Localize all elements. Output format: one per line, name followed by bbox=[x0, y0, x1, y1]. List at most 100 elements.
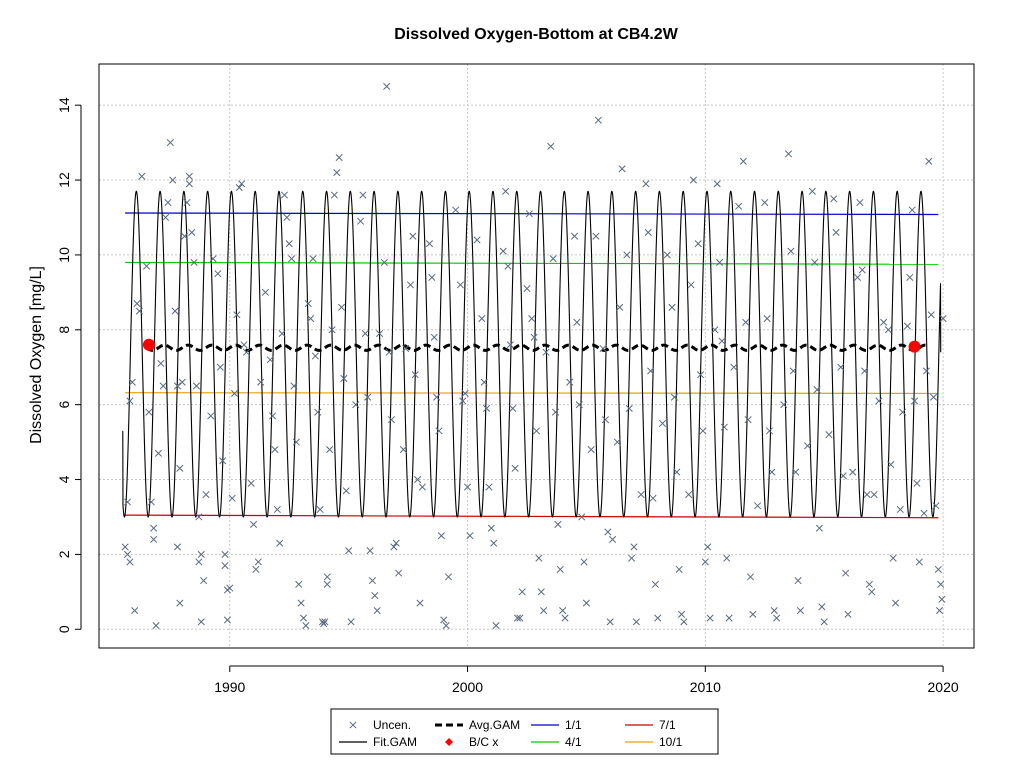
uncensored-point bbox=[373, 607, 381, 615]
uncensored-point bbox=[694, 240, 702, 248]
uncensored-point bbox=[276, 539, 284, 547]
reference-line-p1_1 bbox=[125, 212, 939, 216]
uncensored-point bbox=[911, 397, 919, 405]
uncensored-point bbox=[523, 285, 531, 293]
uncensored-point bbox=[582, 599, 590, 607]
uncensored-point bbox=[123, 550, 132, 558]
uncensored-point bbox=[742, 318, 750, 326]
uncensored-point bbox=[559, 607, 567, 615]
uncensored-point bbox=[537, 588, 545, 596]
uncensored-point bbox=[716, 258, 724, 266]
uncensored-point bbox=[518, 588, 526, 596]
uncensored-point bbox=[815, 524, 824, 532]
uncensored-point bbox=[647, 367, 655, 375]
uncensored-point bbox=[359, 191, 367, 199]
uncensored-point bbox=[169, 176, 177, 184]
uncensored-point bbox=[861, 367, 869, 375]
y-tick-label: 0 bbox=[56, 625, 72, 633]
uncensored-point bbox=[578, 513, 586, 521]
uncensored-point bbox=[704, 543, 712, 551]
legend-symbol-bc bbox=[445, 738, 453, 746]
uncensored-point bbox=[166, 139, 174, 147]
uncensored-point bbox=[342, 487, 350, 495]
uncensored-point bbox=[818, 603, 826, 611]
uncensored-point bbox=[425, 240, 434, 248]
uncensored-point bbox=[768, 468, 776, 476]
uncensored-point bbox=[347, 618, 355, 626]
axes: 1990 2000 2010 2020 0 2 4 6 8 10 12 14 bbox=[56, 97, 959, 695]
y-tick-label: 2 bbox=[56, 550, 72, 558]
legend-x-marker bbox=[349, 721, 357, 729]
uncensored-point bbox=[811, 258, 819, 266]
uncensored-point bbox=[887, 461, 895, 469]
legend-label-p1_1: 1/1 bbox=[565, 718, 582, 732]
uncensored-point bbox=[547, 142, 555, 150]
uncensored-point bbox=[604, 528, 612, 536]
uncensored-point bbox=[796, 607, 804, 615]
uncensored-point bbox=[430, 333, 438, 341]
uncensored-point bbox=[162, 213, 170, 222]
uncensored-point bbox=[930, 393, 938, 401]
uncensored-point bbox=[937, 580, 945, 588]
uncensored-point bbox=[330, 191, 338, 199]
uncensored-point bbox=[371, 592, 379, 600]
uncensored-point bbox=[364, 393, 372, 401]
uncensored-point bbox=[509, 404, 517, 412]
y-tick-label: 12 bbox=[56, 172, 72, 188]
uncensored-point bbox=[663, 251, 671, 259]
uncensored-point bbox=[735, 202, 743, 210]
uncensored-point bbox=[402, 344, 410, 353]
uncensored-point bbox=[150, 535, 158, 543]
uncensored-point bbox=[499, 247, 507, 255]
reference-line-p10_1 bbox=[125, 392, 939, 395]
uncensored-point bbox=[164, 198, 172, 207]
x-tick-label: 1990 bbox=[214, 679, 245, 695]
uncensored-point bbox=[542, 348, 550, 356]
uncensored-point bbox=[592, 232, 600, 240]
uncensored-point bbox=[323, 573, 331, 581]
legend-label-avg_gam: Avg.GAM bbox=[469, 718, 520, 732]
uncensored-point bbox=[832, 228, 840, 237]
uncensored-point bbox=[668, 303, 676, 311]
uncensored-point bbox=[677, 610, 686, 618]
uncensored-point bbox=[435, 427, 443, 435]
uncensored-point bbox=[525, 210, 533, 218]
uncensored-point bbox=[202, 490, 210, 499]
uncensored-point bbox=[444, 573, 453, 581]
uncensored-point bbox=[316, 505, 324, 514]
uncensored-point bbox=[183, 198, 191, 207]
uncensored-point bbox=[770, 607, 778, 615]
uncensored-point bbox=[511, 464, 519, 472]
uncensored-point bbox=[459, 397, 467, 405]
legend-label-p7_1: 7/1 bbox=[659, 718, 676, 732]
uncensored-point bbox=[628, 554, 636, 562]
uncensored-point bbox=[880, 318, 888, 326]
uncensored-point bbox=[642, 180, 650, 188]
uncensored-point bbox=[185, 172, 193, 180]
y-tick-label: 6 bbox=[56, 401, 72, 409]
uncensored-point bbox=[152, 621, 160, 630]
uncensored-point bbox=[725, 614, 733, 622]
uncensored-point bbox=[463, 483, 472, 491]
uncensored-point bbox=[249, 520, 258, 529]
uncensored-point bbox=[528, 315, 536, 323]
uncensored-point bbox=[121, 543, 129, 551]
uncensored-point bbox=[221, 562, 229, 570]
uncensored-point bbox=[440, 616, 448, 624]
uncensored-point bbox=[504, 262, 512, 270]
uncensored-point bbox=[601, 416, 610, 424]
uncensored-point bbox=[383, 82, 391, 91]
uncensored-point bbox=[337, 303, 346, 311]
uncensored-point bbox=[223, 616, 231, 624]
uncensored-point bbox=[230, 389, 239, 397]
uncensored-point bbox=[863, 490, 871, 499]
uncensored-point bbox=[233, 311, 241, 319]
uncensored-point bbox=[889, 554, 897, 562]
uncensored-point bbox=[687, 281, 695, 289]
uncensored-point bbox=[209, 255, 217, 263]
uncensored-point bbox=[618, 165, 626, 173]
uncensored-point bbox=[321, 618, 329, 626]
uncensored-point bbox=[433, 393, 441, 401]
plot-frame bbox=[98, 63, 975, 649]
grid bbox=[99, 64, 974, 648]
